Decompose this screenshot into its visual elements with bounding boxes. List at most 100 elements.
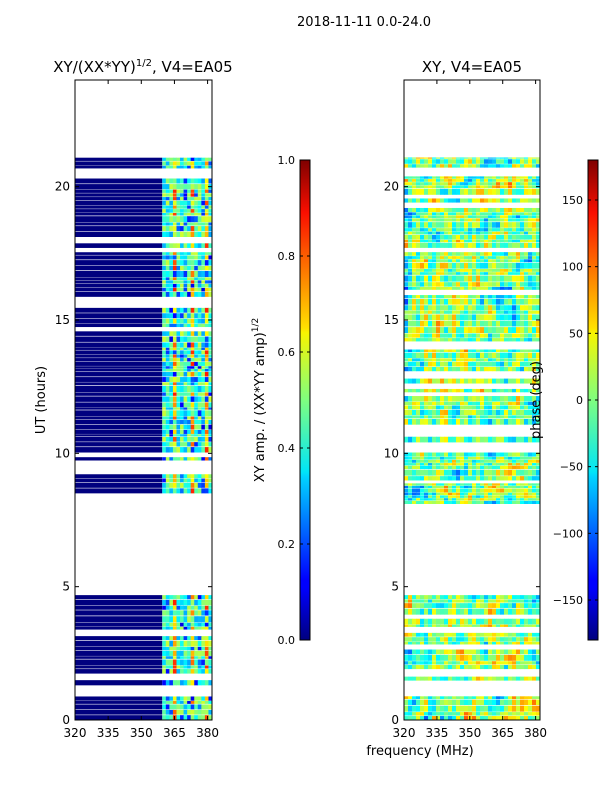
phase-heat-cell bbox=[468, 599, 473, 603]
phase-heat-cell bbox=[508, 305, 513, 311]
amp-heat-cell bbox=[204, 280, 209, 284]
phase-heat-cell bbox=[536, 314, 541, 321]
phase-heat-cell bbox=[504, 164, 509, 168]
phase-heat-cell bbox=[452, 222, 457, 228]
phase-heat-cell bbox=[432, 366, 437, 372]
phase-heat-cell bbox=[496, 396, 501, 402]
phase-heat-cell bbox=[500, 459, 505, 463]
phase-heat-cell bbox=[520, 215, 525, 219]
phase-heat-cell bbox=[536, 492, 541, 496]
phase-heat-cell bbox=[484, 436, 489, 443]
phase-heat-cell bbox=[520, 405, 525, 410]
phase-heat-cell bbox=[480, 358, 485, 362]
amp-heat-row bbox=[75, 434, 163, 437]
phase-heat-cell bbox=[492, 476, 497, 481]
amp-heat-cell bbox=[183, 599, 188, 606]
phase-heat-cell bbox=[496, 275, 501, 282]
phase-heat-cell bbox=[456, 333, 461, 338]
phase-heat-cell bbox=[484, 396, 489, 402]
phase-heat-cell bbox=[484, 595, 489, 600]
phase-heat-cell bbox=[464, 218, 469, 222]
amp-heat-cell bbox=[180, 442, 184, 447]
phase-heat-cell bbox=[524, 352, 529, 358]
phase-heat-cell bbox=[448, 188, 453, 195]
phase-heat-cell bbox=[484, 456, 489, 460]
amp-heat-cell bbox=[197, 361, 202, 366]
phase-heat-cell bbox=[448, 485, 453, 489]
amp-heat-cell bbox=[204, 636, 209, 640]
phase-heat-cell bbox=[440, 366, 445, 372]
amp-heat-cell bbox=[190, 347, 195, 350]
phase-heat-cell bbox=[484, 608, 489, 615]
phase-heat-cell bbox=[496, 242, 501, 248]
phase-heat-cell bbox=[416, 624, 421, 627]
phase-heat-cell bbox=[472, 176, 477, 179]
amp-heat-cell bbox=[197, 200, 202, 206]
phase-heat-cell bbox=[404, 632, 409, 637]
phase-heat-cell bbox=[484, 262, 489, 269]
phase-heat-cell bbox=[492, 352, 497, 358]
phase-heat-cell bbox=[436, 401, 441, 406]
phase-heat-cell bbox=[472, 282, 477, 287]
phase-heat-cell bbox=[512, 215, 517, 219]
phase-heat-cell bbox=[516, 262, 521, 269]
phase-heat-cell bbox=[488, 618, 493, 625]
phase-heat-cell bbox=[520, 310, 525, 314]
phase-heat-cell bbox=[496, 465, 501, 470]
phase-heat-cell bbox=[436, 415, 441, 419]
phase-heat-cell bbox=[508, 234, 513, 240]
phase-heat-cell bbox=[488, 234, 493, 240]
phase-heat-cell bbox=[460, 401, 465, 406]
phase-heat-cell bbox=[404, 641, 409, 645]
phase-heat-cell bbox=[472, 185, 477, 189]
phase-heat-cell bbox=[472, 215, 477, 219]
phase-heat-cell bbox=[532, 436, 537, 443]
amp-heat-cell bbox=[194, 636, 199, 640]
amp-heat-cell bbox=[204, 216, 209, 223]
phase-heat-cell bbox=[480, 218, 485, 222]
phase-heat-cell bbox=[528, 218, 533, 222]
phase-heat-cell bbox=[476, 603, 481, 608]
amp-heat-cell bbox=[172, 178, 177, 184]
phase-heat-cell bbox=[412, 488, 417, 493]
amp-heat-cell bbox=[197, 599, 202, 606]
amp-heat-cell bbox=[176, 193, 181, 197]
amp-heat-cell bbox=[194, 347, 199, 350]
phase-heat-cell bbox=[508, 488, 513, 493]
amp-heat-cell bbox=[165, 599, 170, 606]
amp-heat-cell bbox=[208, 189, 213, 193]
phase-heat-cell bbox=[428, 712, 433, 716]
amp-heat-cell bbox=[194, 650, 199, 656]
amp-heat-cell bbox=[201, 605, 206, 610]
phase-heat-cell bbox=[460, 456, 465, 460]
phase-heat-cell bbox=[408, 282, 413, 287]
phase-heat-cell bbox=[472, 409, 477, 416]
amp-heat-row bbox=[75, 283, 163, 288]
amp-heat-cell bbox=[190, 416, 195, 420]
phase-heat-cell bbox=[460, 228, 465, 232]
amp-heat-cell bbox=[201, 252, 206, 255]
phase-heat-cell bbox=[480, 661, 485, 665]
amp-heat-cell bbox=[187, 488, 192, 494]
phase-heat-cell bbox=[512, 299, 517, 305]
amp-heat-cell bbox=[204, 447, 209, 453]
phase-heat-cell bbox=[416, 452, 421, 457]
amp-heat-cell bbox=[187, 442, 192, 447]
phase-heat-cell bbox=[464, 234, 469, 240]
amp-heat-cell bbox=[162, 197, 167, 201]
phase-heat-cell bbox=[520, 716, 525, 720]
amp-heat-cell bbox=[208, 434, 213, 437]
phase-heat-cell bbox=[532, 327, 537, 333]
amp-heat-cell bbox=[169, 193, 174, 197]
phase-heat-cell bbox=[532, 231, 537, 235]
amp-heat-cell bbox=[172, 255, 177, 260]
amp-heat-cell bbox=[180, 410, 184, 417]
amp-heat-cell bbox=[172, 650, 177, 656]
phase-heat-cell bbox=[492, 333, 497, 338]
amp-heat-cell bbox=[176, 669, 181, 674]
phase-heat-cell bbox=[476, 176, 481, 179]
phase-heat-cell bbox=[412, 299, 417, 305]
amp-heat-cell bbox=[201, 243, 206, 248]
phase-heat-cell bbox=[412, 498, 417, 501]
phase-heat-cell bbox=[528, 452, 533, 457]
